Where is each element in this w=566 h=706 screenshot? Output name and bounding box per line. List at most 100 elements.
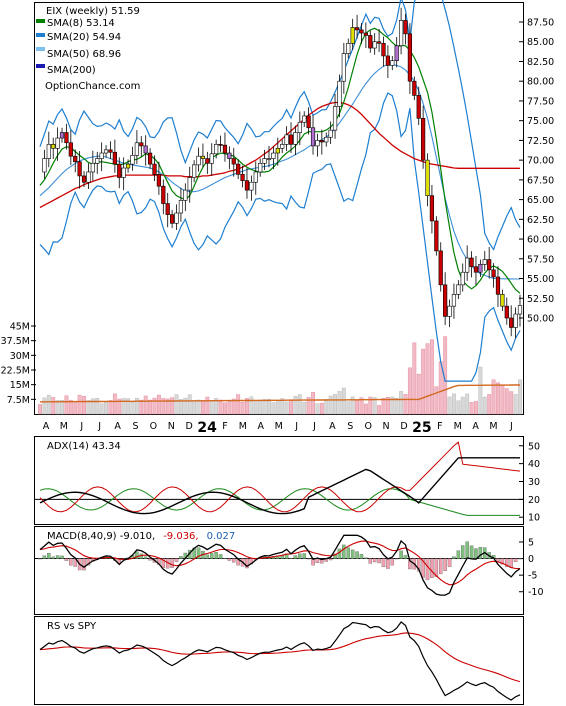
volume-bar xyxy=(262,399,267,415)
legend: EIX (weekly) 51.59 SMA(8) 53.14 SMA(20) … xyxy=(36,6,140,92)
volume-bar xyxy=(363,403,368,415)
candle-body xyxy=(95,158,100,164)
volume-bar xyxy=(482,396,487,415)
macd-histogram-bar xyxy=(302,553,306,559)
macd-histogram-bar xyxy=(496,558,500,562)
x-axis-labels: A M J J A S O N D 24 F M A M J J A S O N D 25 F M A M J xyxy=(43,420,513,436)
volume-tick-label: 7.5M xyxy=(7,395,30,406)
volume-bar xyxy=(385,397,390,415)
candle-body xyxy=(112,151,117,165)
x-axis-label: J xyxy=(294,421,298,432)
volume-bar xyxy=(42,397,47,415)
candle-body xyxy=(381,43,386,57)
macd-histogram-bar xyxy=(368,558,373,564)
x-axis-label: A xyxy=(329,421,336,432)
volume-bar xyxy=(55,400,60,415)
candle-body xyxy=(214,144,219,155)
candle-body xyxy=(240,174,245,181)
candle-body xyxy=(465,257,470,273)
volume-bar xyxy=(165,398,170,415)
volume-bar xyxy=(324,399,329,415)
candle-body xyxy=(288,134,294,145)
candle-body xyxy=(90,162,95,173)
volume-bar xyxy=(328,395,333,415)
legend-swatch-sma20 xyxy=(36,33,45,37)
volume-bar xyxy=(60,399,64,415)
adx-label: ADX(14) 43.34 xyxy=(47,441,121,452)
volume-bar xyxy=(372,397,377,415)
volume-bar xyxy=(289,399,293,415)
candle-body xyxy=(266,158,272,160)
legend-sma50: SMA(50) 68.96 xyxy=(47,49,121,60)
candle-body xyxy=(86,171,91,183)
candle-body xyxy=(482,259,487,265)
macd-histogram-bar xyxy=(505,558,509,567)
candle-body xyxy=(249,181,254,191)
volume-bar xyxy=(293,395,298,415)
volume-bar xyxy=(183,397,188,415)
candle-body xyxy=(399,20,404,46)
volume-bar xyxy=(465,393,470,415)
adx-panel-frame xyxy=(34,436,524,525)
volume-tick-label: 45M xyxy=(10,322,30,333)
candle-body xyxy=(478,264,483,273)
candle-body xyxy=(376,41,382,44)
volume-bar xyxy=(407,367,412,415)
volume-bar xyxy=(104,402,109,415)
volume-bar xyxy=(121,398,126,415)
volume-bar xyxy=(223,402,227,415)
macd-histogram-bar xyxy=(456,550,461,559)
candle-body xyxy=(125,163,131,169)
macd-histogram-bar xyxy=(328,558,333,561)
candle-body xyxy=(456,284,461,295)
volume-bar xyxy=(245,398,249,415)
candle-body xyxy=(174,212,179,224)
volume-bar xyxy=(240,401,245,415)
macd-histogram-bar xyxy=(350,549,355,559)
macd-histogram-bar xyxy=(430,558,434,578)
source-label: OptionChance.com xyxy=(45,81,140,92)
candle-body xyxy=(297,121,302,133)
candle-body xyxy=(447,305,452,317)
macd-histogram-bar xyxy=(298,553,302,559)
volume-bar xyxy=(95,397,100,415)
volume-bar xyxy=(236,394,241,415)
volume-bar xyxy=(249,396,254,415)
x-axis-label: M xyxy=(60,421,68,432)
macd-histogram-bar xyxy=(381,558,386,568)
macd-legend: MACD(8,40,9) -9.010, -9.036, 0.027 xyxy=(47,531,235,542)
price-tick-label: 72.50 xyxy=(527,136,554,147)
price-tick-label: 65.00 xyxy=(527,195,554,206)
candle-body xyxy=(372,41,377,49)
macd-histogram-bar xyxy=(513,558,518,563)
macd-histogram-bar xyxy=(346,547,351,559)
volume-bar xyxy=(126,398,131,415)
macd-signal-line xyxy=(39,540,520,586)
macd-histogram-bar xyxy=(386,558,390,569)
x-axis-label: M xyxy=(275,421,283,432)
macd-histogram-bar xyxy=(399,550,403,559)
price-tick-label: 57.50 xyxy=(527,254,554,265)
price-tick-label: 77.50 xyxy=(527,96,554,107)
x-axis-label: J xyxy=(312,421,316,432)
candle-body xyxy=(346,43,351,54)
volume-bar xyxy=(38,404,42,415)
adx-minus-di-line xyxy=(39,441,521,513)
x-axis-label: F xyxy=(222,421,227,432)
price-tick-label: 70.00 xyxy=(527,156,554,167)
legend-sma8: SMA(8) 53.14 xyxy=(47,18,115,29)
candle-body xyxy=(315,140,320,147)
macd-histogram-bar xyxy=(69,558,73,566)
volume-bar xyxy=(68,399,73,415)
candle-body xyxy=(156,174,161,187)
candle-body xyxy=(187,177,192,191)
candle-body xyxy=(262,158,267,164)
candle-body xyxy=(284,134,289,145)
volume-bar xyxy=(341,387,346,415)
macd-histogram-bar xyxy=(372,558,377,563)
x-axis-label: J xyxy=(97,421,101,432)
volume-bar xyxy=(346,401,351,415)
price-panel-frame xyxy=(34,2,524,415)
macd-histogram-bar xyxy=(518,558,522,560)
macd-histogram-bar xyxy=(438,558,443,575)
